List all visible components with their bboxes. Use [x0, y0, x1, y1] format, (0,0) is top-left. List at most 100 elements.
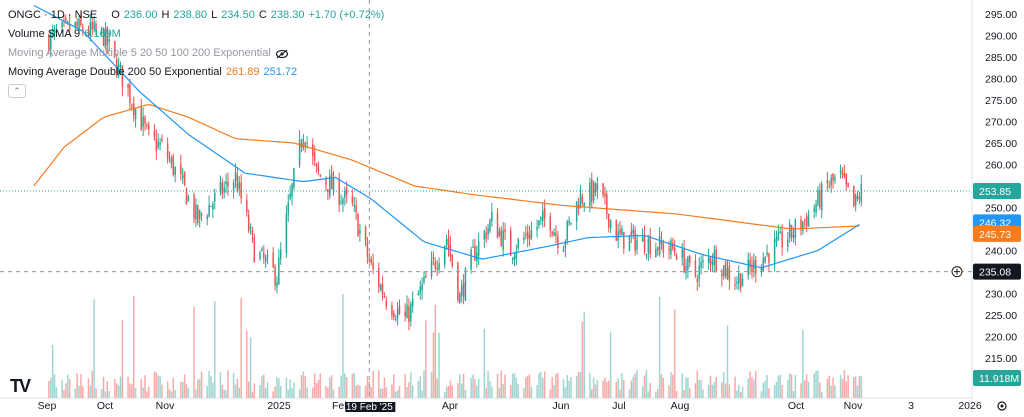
volume-bar — [351, 373, 354, 398]
candle-body — [607, 213, 610, 228]
candle-body — [509, 230, 512, 256]
candle-body — [53, 28, 56, 34]
volume-bar — [63, 389, 65, 398]
volume-bar — [768, 388, 770, 398]
candle-body — [396, 309, 399, 319]
volume-bar — [606, 382, 608, 398]
volume-bar — [628, 389, 631, 398]
candle-body — [474, 245, 476, 261]
candle-body — [313, 152, 316, 161]
ma200-badge-bg — [973, 225, 1021, 242]
volume-bar — [623, 379, 625, 398]
candle-body — [332, 176, 335, 192]
volume-bar — [221, 384, 224, 398]
volume-bar — [551, 377, 553, 398]
candle-body — [538, 220, 540, 226]
candle-body — [119, 65, 122, 67]
candle-body — [325, 178, 327, 186]
crosshair-plus-icon — [951, 266, 963, 278]
candle-body — [225, 181, 227, 184]
candle-body — [406, 304, 408, 319]
candle-body — [312, 144, 314, 157]
volume-bar — [368, 381, 371, 398]
candle-body — [540, 216, 542, 220]
candle-body — [594, 183, 597, 193]
candle-body — [854, 194, 857, 206]
legend-ma-multiple-row[interactable]: Moving Average Multiple 5 20 50 100 200 … — [8, 44, 384, 63]
candle-body — [246, 200, 248, 213]
candle-body — [621, 228, 623, 235]
volume-bar — [161, 384, 163, 398]
price-axis[interactable]: 295.00 290.00 285.00 280.00 275.00 270.00 265.… — [973, 9, 1021, 386]
volume-bar — [787, 380, 789, 398]
volume-bar — [430, 372, 433, 398]
volume-bar — [460, 383, 463, 398]
price-tick-label: 225.00 — [985, 310, 1017, 322]
candle-body — [634, 230, 636, 251]
candle-body — [747, 259, 749, 275]
candle-body — [174, 166, 176, 176]
volume-bar — [300, 375, 303, 398]
legend-volume-row[interactable]: Volume SMA 9 6.169M — [8, 25, 384, 44]
candle-body — [443, 245, 446, 265]
candle-body — [830, 177, 832, 186]
candle-body — [408, 306, 410, 322]
candle-body — [721, 273, 723, 277]
chevron-up-icon[interactable]: ⌃ — [8, 84, 26, 98]
volume-bar — [359, 385, 361, 398]
volume-bars — [48, 294, 863, 398]
candle-body — [232, 182, 235, 191]
ma-multiple-title[interactable]: Moving Average Multiple 5 20 50 100 200 … — [8, 47, 271, 59]
candle-body — [683, 248, 685, 273]
volume-bar — [845, 381, 847, 398]
candle-body — [106, 27, 109, 46]
volume-bar — [517, 384, 519, 398]
volume-bar — [223, 389, 225, 398]
candle-body — [247, 215, 250, 232]
tradingview-logo-icon[interactable]: TV — [10, 376, 31, 396]
volume-bar — [115, 383, 118, 398]
time-tick-label: 2026 — [958, 400, 982, 412]
candle-body — [264, 257, 267, 262]
candle-body — [813, 208, 815, 212]
volume-bar — [509, 385, 512, 398]
candle-body — [251, 229, 254, 235]
volume-bar — [636, 370, 638, 398]
candle-body — [649, 235, 651, 255]
volume-bar — [741, 386, 744, 398]
candle-body — [272, 252, 274, 268]
candle-body — [751, 265, 753, 272]
candle-body — [575, 201, 578, 222]
price-tick-label: 275.00 — [985, 95, 1017, 107]
legend-symbol-row[interactable]: ONGC · 1D · NSE O 236.00 H 238.80 L 234.50 … — [8, 6, 384, 25]
volume-bar — [570, 376, 572, 398]
eye-slash-icon[interactable] — [275, 49, 289, 59]
volume-bar — [104, 391, 107, 398]
volume-bar — [66, 374, 69, 398]
symbol-label[interactable]: ONGC · 1D · NSE — [8, 9, 98, 21]
volume-bar — [523, 388, 525, 398]
time-tick-label: 2025 — [267, 400, 291, 412]
candle-body — [525, 234, 527, 236]
time-tick-label: 3 — [908, 400, 914, 412]
volume-bar — [181, 381, 184, 398]
candle-body — [51, 31, 54, 33]
volume-bar — [621, 373, 623, 398]
ma-double-title[interactable]: Moving Average Double 200 50 Exponential — [8, 66, 222, 78]
candle-body — [330, 172, 333, 190]
candle-body — [788, 223, 791, 238]
volume-bar — [541, 378, 544, 398]
volume-bar — [839, 375, 842, 398]
candle-body — [734, 284, 736, 287]
time-axis[interactable]: Sep Oct Nov 2025 Feb Apr Jun Jul Aug Oct Nov 3 20261… — [38, 400, 1007, 413]
candle-body — [617, 231, 619, 241]
legend-ma-double-row[interactable]: Moving Average Double 200 50 Exponential… — [8, 63, 384, 82]
candle-body — [804, 219, 806, 221]
candle-body — [161, 138, 163, 141]
candle-body — [711, 261, 714, 266]
volume-title[interactable]: Volume SMA 9 — [8, 28, 81, 40]
candle-body — [541, 211, 544, 222]
candle-body — [715, 249, 717, 271]
